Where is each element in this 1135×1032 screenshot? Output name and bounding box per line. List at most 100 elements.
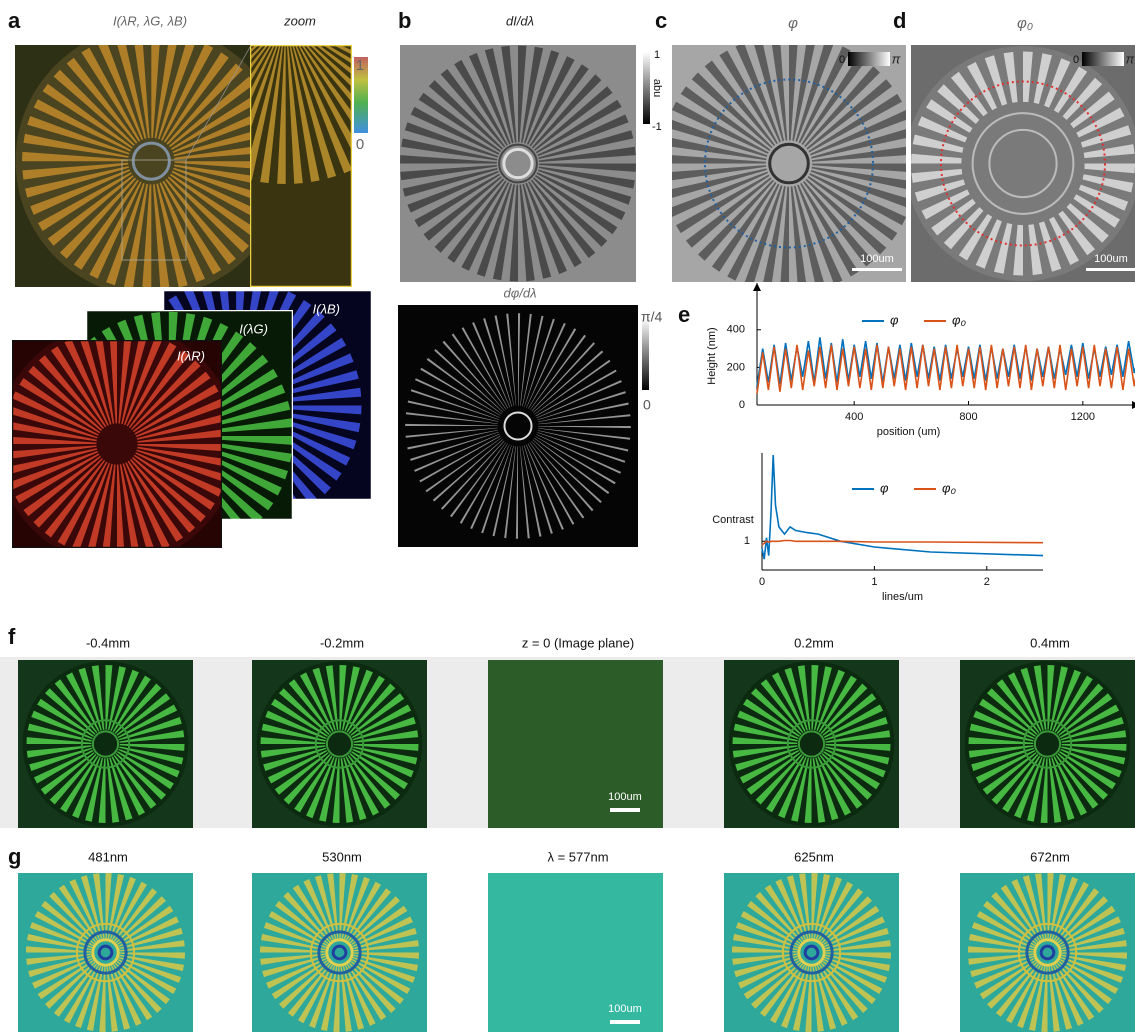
colorbar [848, 52, 890, 66]
spoke [294, 0, 447, 20]
spoke [219, 0, 282, 13]
image [724, 873, 899, 1032]
scale-bar [610, 1020, 640, 1024]
spoke [287, 0, 312, 13]
colorbar [1082, 52, 1124, 66]
legend-label: φ [890, 312, 899, 327]
scale-label: 100um [608, 791, 642, 803]
x-axis-label: position (um) [877, 426, 941, 438]
image [400, 45, 636, 282]
x-tick-label: 2 [984, 576, 990, 588]
x-axis-label: lines/um [882, 591, 923, 603]
colorbar [643, 52, 650, 124]
y-tick-label: 1 [744, 535, 750, 547]
colorbar-label: 1 [356, 57, 364, 74]
spoke [252, 0, 285, 13]
colorbar-label: π/4 [641, 309, 663, 325]
colorbar-label: abu [651, 79, 663, 97]
layer-label: I(λR) [177, 348, 205, 363]
image [18, 660, 193, 828]
spoke [204, 0, 282, 14]
title: dI/dλ [506, 13, 534, 28]
spoke [291, 0, 389, 15]
image [398, 305, 638, 547]
spoke [235, 0, 283, 13]
image [252, 873, 427, 1032]
colorbar-label: π [892, 51, 901, 66]
title: dφ/dλ [504, 285, 537, 300]
image [724, 660, 899, 828]
x-tick-label: 400 [845, 411, 863, 423]
panel-label: g [8, 844, 21, 869]
title: zoom [283, 13, 316, 28]
colorbar [642, 318, 649, 390]
scale-label: 100um [860, 253, 894, 265]
panel-label: e [678, 302, 690, 327]
image-title: 481nm [88, 849, 128, 864]
y-tick-label: 0 [739, 399, 745, 411]
panel-label: b [398, 8, 411, 33]
spoke [288, 0, 344, 13]
axis-arrow [753, 283, 761, 291]
image-title: -0.4mm [86, 635, 130, 650]
legend-label: φ₀ [952, 312, 966, 327]
layer-label: I(λG) [239, 321, 268, 336]
y-axis-label: Contrast [712, 514, 754, 526]
image-title: 672nm [1030, 849, 1070, 864]
panel-label: f [8, 624, 16, 649]
layer-label: I(λB) [313, 301, 340, 316]
image-title: 0.2mm [794, 635, 834, 650]
spoke [286, 0, 295, 13]
series-line [762, 541, 1043, 545]
image [960, 660, 1135, 828]
colorbar-label: 1 [654, 49, 660, 61]
image [18, 873, 193, 1032]
image-title: λ = 577nm [547, 849, 608, 864]
spoke [190, 0, 281, 14]
y-axis-label: Height (nm) [706, 327, 718, 384]
scale-label: 100um [608, 1003, 642, 1015]
spoke [294, 4, 449, 21]
spoke [289, 0, 360, 14]
x-tick-label: 1200 [1071, 411, 1095, 423]
colorbar-label: π [1126, 51, 1135, 66]
spoke [294, 21, 449, 30]
image [960, 873, 1135, 1032]
title: φ₀ [1017, 15, 1033, 32]
panel-label: a [8, 8, 21, 33]
colorbar-label: 0 [839, 54, 845, 66]
image-title: -0.2mm [320, 635, 364, 650]
image-title: 530nm [322, 849, 362, 864]
y-tick-label: 400 [727, 324, 745, 336]
scale-bar [610, 808, 640, 812]
scale-bar [852, 268, 902, 271]
spoke [177, 0, 281, 15]
scale-label: 100um [1094, 253, 1128, 265]
spoke [294, 22, 448, 47]
image-title: z = 0 (Image plane) [522, 635, 634, 650]
panel-label: d [893, 8, 906, 33]
colorbar-label: 0 [643, 397, 651, 413]
x-tick-label: 1 [871, 576, 877, 588]
image-title: 625nm [794, 849, 834, 864]
spoke [287, 0, 328, 13]
spoke [294, 0, 444, 19]
x-tick-label: 0 [759, 576, 765, 588]
series-line [762, 455, 1043, 559]
legend-label: φ [880, 480, 889, 495]
image [15, 25, 287, 296]
colorbar-label: 0 [356, 136, 364, 153]
image [252, 660, 427, 828]
image-title: 0.4mm [1030, 635, 1070, 650]
colorbar-label: 0 [1073, 54, 1079, 66]
title: φ [788, 15, 798, 32]
spoke [269, 0, 286, 13]
title: I(λR, λG, λB) [113, 13, 187, 28]
charts: 40080012000200400position (um)Height (nm… [706, 283, 1135, 603]
scale-bar [1086, 268, 1135, 271]
panel-label: c [655, 8, 667, 33]
images [0, 0, 1135, 1032]
legend-label: φ₀ [942, 480, 956, 495]
y-tick-label: 200 [727, 361, 745, 373]
spoke [290, 0, 375, 14]
